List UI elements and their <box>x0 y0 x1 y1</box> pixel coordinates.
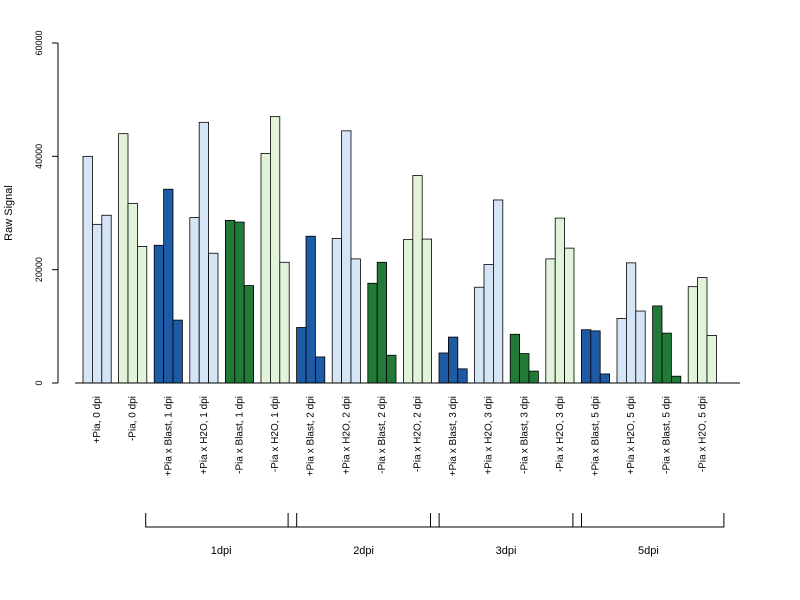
category-label: +Pia x H2O, 3 dpi <box>484 396 495 475</box>
bar <box>153 244 164 384</box>
group-bracket <box>572 513 725 528</box>
category-label: +Pia x H2O, 1 dpi <box>199 396 210 475</box>
bar <box>652 305 663 384</box>
bar <box>367 282 378 384</box>
bar <box>564 247 575 384</box>
bar <box>590 330 601 384</box>
bar <box>492 199 504 384</box>
bar <box>127 202 138 384</box>
y-tick-label: 60000 <box>34 30 44 55</box>
category-label: +Pia x Blast, 2 dpi <box>306 396 317 476</box>
category-label: +Pia x H2O, 5 dpi <box>626 396 637 475</box>
category-label: -Pia x H2O, 5 dpi <box>697 396 708 472</box>
bar <box>421 238 433 384</box>
category-label: +Pia x Blast, 1 dpi <box>163 396 174 476</box>
group-label: 1dpi <box>211 545 232 557</box>
bar <box>599 373 611 384</box>
bar <box>296 327 307 384</box>
category-label: +Pia x H2O, 2 dpi <box>341 396 352 475</box>
bar <box>314 356 326 384</box>
bar <box>189 217 200 384</box>
bar <box>101 214 112 384</box>
bar <box>163 188 174 384</box>
bar <box>341 130 352 384</box>
bar <box>376 261 388 384</box>
bar <box>118 133 129 384</box>
bar <box>661 332 672 384</box>
bar <box>438 352 449 384</box>
y-axis-label: Raw Signal <box>3 185 15 241</box>
bar <box>402 239 414 384</box>
bar <box>457 368 468 384</box>
bar <box>279 261 290 384</box>
category-label: +Pia x Blast, 5 dpi <box>591 396 602 476</box>
group-label: 5dpi <box>638 545 659 557</box>
category-label: -Pia x Blast, 5 dpi <box>662 396 673 474</box>
category-label: -Pia x H2O, 2 dpi <box>413 396 424 472</box>
bar <box>509 333 521 384</box>
bar <box>545 258 556 384</box>
bar <box>82 155 93 384</box>
bar <box>92 223 103 384</box>
bar <box>136 246 148 384</box>
category-label: -Pia x H2O, 1 dpi <box>270 396 281 472</box>
group-bracket <box>145 513 298 528</box>
bar <box>412 175 423 384</box>
group-label: 3dpi <box>496 545 517 557</box>
bar <box>671 375 682 384</box>
bar <box>243 285 254 384</box>
bar <box>198 121 209 384</box>
bar <box>519 353 530 384</box>
bar <box>350 258 361 384</box>
category-label: +Pia x Blast, 3 dpi <box>448 396 459 476</box>
y-tick-label: 40000 <box>34 144 44 169</box>
bar <box>269 116 281 384</box>
category-label: -Pia, 0 dpi <box>128 396 139 441</box>
bar <box>305 235 316 384</box>
group-label: 2dpi <box>353 545 374 557</box>
bar <box>687 286 699 384</box>
category-label: -Pia x Blast, 1 dpi <box>235 396 246 474</box>
group-brackets: 1dpi 2dpi 3dpi 5dpi <box>145 513 725 557</box>
y-tick-label: 0 <box>34 380 44 385</box>
category-label: +Pia, 0 dpi <box>92 396 103 444</box>
bar <box>386 354 397 384</box>
bar <box>635 310 646 384</box>
bar <box>528 370 539 384</box>
bar <box>234 221 245 384</box>
category-label: -Pia x Blast, 3 dpi <box>519 396 530 474</box>
bar <box>208 252 219 384</box>
bar <box>626 262 637 384</box>
bar <box>447 336 459 384</box>
bar <box>224 219 236 384</box>
bar <box>697 277 708 384</box>
bar <box>331 238 343 384</box>
bar <box>483 264 494 384</box>
category-labels: +Pia, 0 dpi -Pia, 0 dpi +Pia x Blast, 1 dp… <box>92 396 708 476</box>
bar <box>554 217 566 384</box>
group-bracket <box>287 513 440 528</box>
bar <box>616 317 627 384</box>
category-label: -Pia x Blast, 2 dpi <box>377 396 388 474</box>
bars <box>82 116 717 384</box>
bar <box>260 153 271 384</box>
y-tick-label: 20000 <box>34 257 44 282</box>
y-axis: 0 20000 40000 60000 <box>34 30 59 386</box>
group-bracket <box>430 513 582 528</box>
bar <box>474 286 485 384</box>
bar <box>581 329 592 384</box>
category-label: -Pia x H2O, 3 dpi <box>555 396 566 472</box>
bar <box>706 334 717 384</box>
bar <box>172 319 183 384</box>
